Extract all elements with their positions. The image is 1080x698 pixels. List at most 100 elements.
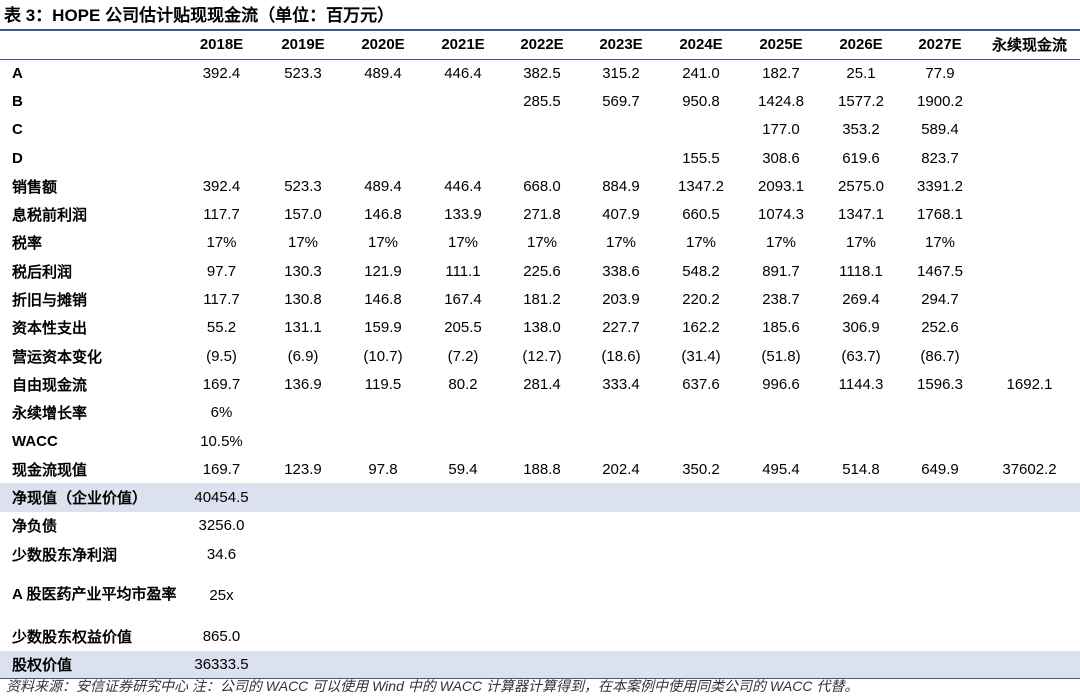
row-label: 少数股东净利润 <box>12 546 118 564</box>
value-cell: 167.4 <box>444 291 482 309</box>
value-cell <box>901 540 979 568</box>
value-cell: (9.5) <box>206 347 237 365</box>
table-row: 净负债 3256.0 <box>0 512 1080 540</box>
value-cell: 97.7 <box>206 262 237 280</box>
value-cell <box>979 314 1080 342</box>
value-cell <box>581 622 661 650</box>
value-cell <box>901 622 979 650</box>
value-cell: 338.6 <box>602 262 640 280</box>
value-cell: 121.9 <box>364 262 402 280</box>
value-cell: 117.7 <box>203 206 240 224</box>
value-cell <box>581 399 661 427</box>
value-cell <box>821 650 901 680</box>
value-cell: 220.2 <box>682 291 720 309</box>
value-cell <box>661 399 741 427</box>
value-cell <box>661 622 741 650</box>
value-cell: 1692.1 <box>1006 375 1053 393</box>
value-cell: 252.6 <box>921 319 959 337</box>
value-cell <box>263 144 343 172</box>
table-row: 息税前利润 117.7 157.0 146.8 133.9 271.8 407.9 660.5… <box>0 200 1080 228</box>
value-cell: 111.1 <box>445 262 481 280</box>
value-cell <box>661 483 741 512</box>
value-cell <box>661 116 741 144</box>
value-cell: 133.9 <box>444 206 482 224</box>
row-label: 折旧与摊销 <box>12 292 88 310</box>
table-row: D 155.5 308.6 619.6 823.7 <box>0 144 1080 172</box>
value-cell: 130.8 <box>284 291 322 309</box>
value-cell: 25x <box>209 586 234 604</box>
value-cell: 131.1 <box>284 319 322 337</box>
value-cell <box>263 512 343 540</box>
value-cell <box>821 483 901 512</box>
value-cell <box>503 540 581 568</box>
value-cell: 1118.1 <box>839 262 883 280</box>
value-cell <box>423 399 503 427</box>
value-cell: 169.7 <box>202 375 241 393</box>
value-cell: 169.7 <box>202 460 241 478</box>
value-cell: 17% <box>526 234 558 252</box>
value-cell: 159.9 <box>364 319 402 337</box>
value-cell <box>979 399 1080 427</box>
value-cell <box>901 399 979 427</box>
value-cell: 569.7 <box>602 92 640 110</box>
value-cell: 241.0 <box>682 64 720 82</box>
value-cell: 1577.2 <box>838 92 884 110</box>
value-cell <box>343 568 423 622</box>
value-cell <box>979 229 1080 257</box>
value-cell: 119.5 <box>364 375 402 393</box>
value-cell: 188.8 <box>523 460 561 478</box>
value-cell <box>263 483 343 512</box>
value-cell <box>901 568 979 622</box>
row-label: B <box>12 92 23 110</box>
value-cell: 1467.5 <box>917 262 963 280</box>
value-cell: 660.5 <box>682 206 720 224</box>
value-cell: 182.7 <box>762 64 800 82</box>
value-cell <box>741 512 821 540</box>
table-row: 股权价值 36333.5 <box>0 650 1080 680</box>
value-cell <box>821 540 901 568</box>
value-cell: 2093.1 <box>758 177 804 195</box>
value-cell <box>581 650 661 680</box>
value-cell: 333.4 <box>602 375 640 393</box>
value-cell <box>503 483 581 512</box>
value-cell <box>423 512 503 540</box>
value-cell: 649.9 <box>921 460 959 478</box>
value-cell <box>979 59 1080 87</box>
value-cell: 1596.3 <box>917 375 963 393</box>
value-cell: 950.8 <box>682 92 720 110</box>
value-cell <box>503 116 581 144</box>
row-label: 税率 <box>12 235 43 253</box>
value-cell <box>263 568 343 622</box>
value-cell: 177.0 <box>762 121 800 139</box>
column-header: 2019E <box>263 31 343 60</box>
value-cell: 40454.5 <box>180 483 263 512</box>
row-label: A <box>12 64 23 82</box>
value-cell <box>423 144 503 172</box>
value-cell <box>979 116 1080 144</box>
value-cell: 271.8 <box>523 206 561 224</box>
value-cell <box>979 650 1080 680</box>
value-cell: 36333.5 <box>180 650 263 680</box>
value-cell: 523.3 <box>284 64 322 82</box>
value-cell: (18.6) <box>601 347 641 365</box>
value-cell <box>423 116 503 144</box>
value-cell: 34.6 <box>206 545 237 563</box>
value-cell <box>741 650 821 680</box>
value-cell <box>180 144 263 172</box>
value-cell: 80.2 <box>448 375 478 393</box>
value-cell <box>423 483 503 512</box>
row-label: A 股医药产业平均市盈率 <box>12 586 177 604</box>
value-cell: 77.9 <box>925 64 955 82</box>
value-cell <box>263 116 343 144</box>
value-cell <box>263 622 343 650</box>
row-label: 股权价值 <box>0 650 180 680</box>
value-cell <box>343 650 423 680</box>
value-cell: 17% <box>765 234 797 252</box>
value-cell: 285.5 <box>523 92 561 110</box>
row-label: 少数股东权益价值 <box>12 628 133 646</box>
value-cell: 225.6 <box>523 262 561 280</box>
value-cell: 136.9 <box>284 375 322 393</box>
value-cell: (31.4) <box>681 347 721 365</box>
table-body: A 392.4 523.3 489.4 446.4 382.5 315.2 241.0 182.… <box>0 59 1080 680</box>
value-cell: 55.2 <box>206 319 237 337</box>
